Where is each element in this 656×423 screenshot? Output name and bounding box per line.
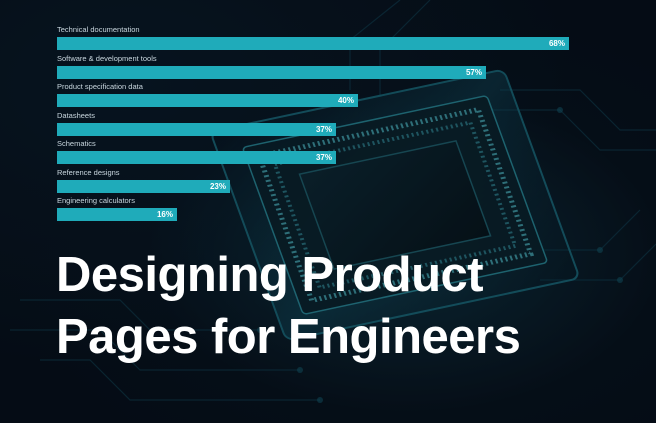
bar: 23% [57,179,230,193]
bar: 37% [57,151,336,164]
bar-value-label: 57% [465,67,482,77]
bar: 68% [57,37,569,50]
bar: 40% [57,94,358,107]
bar-row: Schematics 37% [57,139,577,167]
horizontal-bar-chart: Technical documentation 68% Software & dev… [57,25,577,230]
bar-value-label: 37% [315,124,332,134]
bar-row: Reference designs 23% [57,168,577,196]
bar-value-label: 37% [315,153,332,162]
bar-value-label: 40% [337,96,354,105]
bar-value-label: 16% [156,210,173,219]
bar-category-label: Datasheets [57,110,95,120]
bar-value-label: 23% [209,181,226,191]
bar-category-label: Reference designs [57,167,120,177]
bar-value-label: 68% [548,39,565,48]
bar-category-label: Engineering calculators [57,196,135,205]
bar-row: Engineering calculators 16% [57,196,577,224]
bar: 16% [57,208,177,221]
page-title: Designing Product Pages for Engineers [56,244,636,368]
bar-row: Software & development tools 57% [57,54,577,82]
bar-row: Datasheets 37% [57,111,577,139]
bar-category-label: Product specification data [57,82,143,91]
bar-row: Product specification data 40% [57,82,577,110]
bar-category-label: Schematics [57,139,96,148]
bar-category-label: Software & development tools [57,53,157,63]
bar: 57% [57,65,486,79]
bar: 37% [57,122,336,136]
bar-row: Technical documentation 68% [57,25,577,53]
title-line-2: Pages for Engineers [56,310,521,364]
bar-category-label: Technical documentation [57,25,140,34]
title-line-1: Designing Product [56,248,484,302]
